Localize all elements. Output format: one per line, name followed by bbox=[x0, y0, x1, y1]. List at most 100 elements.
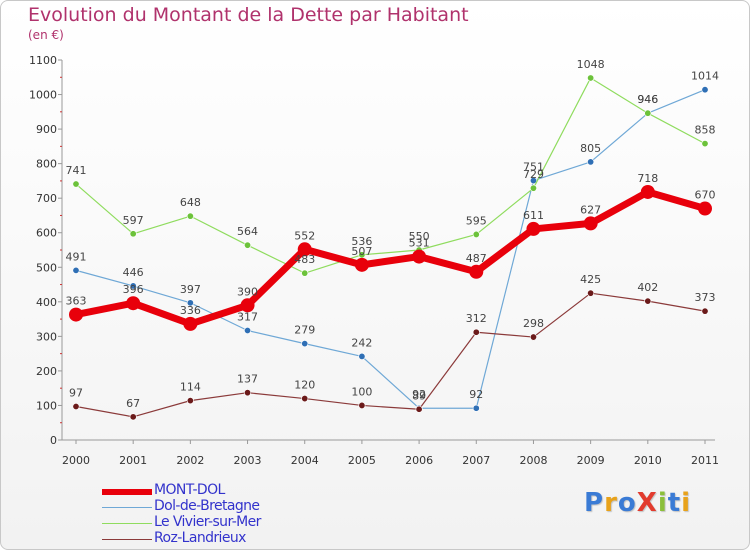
data-label-2: 741 bbox=[66, 164, 87, 177]
legend-label: Dol-de-Bretagne bbox=[154, 498, 260, 514]
x-tick-label: 2011 bbox=[691, 454, 719, 467]
data-label-1: 751 bbox=[523, 161, 544, 174]
data-label-0: 487 bbox=[466, 252, 487, 265]
series-point-3 bbox=[415, 405, 423, 413]
series-point-3 bbox=[529, 333, 537, 341]
x-tick-label: 2006 bbox=[405, 454, 433, 467]
brand-letter: t bbox=[667, 488, 682, 518]
y-tick-label: 600 bbox=[36, 227, 57, 240]
data-label-3: 89 bbox=[412, 389, 426, 402]
data-label-2: 550 bbox=[409, 230, 430, 243]
series-point-1 bbox=[587, 158, 595, 166]
x-tick-label: 2007 bbox=[462, 454, 490, 467]
data-label-3: 67 bbox=[126, 397, 140, 410]
series-point-2 bbox=[72, 180, 80, 188]
x-tick-label: 2000 bbox=[62, 454, 90, 467]
data-label-2: 729 bbox=[523, 168, 544, 181]
series-point-0 bbox=[240, 298, 255, 313]
legend-swatch-mont-dol bbox=[102, 489, 152, 495]
data-label-1: 1014 bbox=[691, 70, 719, 83]
series-point-0 bbox=[69, 307, 83, 322]
series-point-2 bbox=[701, 140, 709, 148]
x-tick-label: 2003 bbox=[234, 454, 262, 467]
y-tick-label: 300 bbox=[36, 330, 57, 343]
series-line-3 bbox=[75, 292, 706, 418]
series-point-0 bbox=[526, 221, 541, 236]
series-point-2 bbox=[529, 184, 537, 192]
data-label-3: 137 bbox=[237, 373, 258, 386]
series-line-2 bbox=[75, 77, 706, 274]
series-point-3 bbox=[244, 389, 252, 397]
legend-swatch-dol-de-bretagne bbox=[102, 507, 152, 508]
data-label-0: 396 bbox=[123, 283, 144, 296]
series-point-0 bbox=[297, 242, 312, 257]
data-label-3: 298 bbox=[523, 317, 544, 330]
series-point-1 bbox=[529, 177, 537, 185]
series-point-0 bbox=[640, 184, 655, 199]
data-label-1: 491 bbox=[66, 250, 87, 263]
x-tick-label: 2010 bbox=[634, 454, 662, 467]
legend-label: Roz-Landrieux bbox=[154, 530, 246, 546]
data-label-3: 312 bbox=[466, 312, 487, 325]
data-label-2: 946 bbox=[637, 93, 658, 106]
data-label-0: 390 bbox=[237, 285, 258, 298]
data-label-2: 595 bbox=[466, 214, 487, 227]
data-label-2: 858 bbox=[695, 124, 716, 137]
x-tick-label: 2005 bbox=[348, 454, 376, 467]
data-label-3: 373 bbox=[695, 291, 716, 304]
y-tick-label: 100 bbox=[36, 399, 57, 412]
series-point-0 bbox=[583, 216, 598, 231]
series-point-1 bbox=[301, 340, 309, 348]
legend-label: Le Vivier-sur-Mer bbox=[154, 514, 261, 530]
series-point-3 bbox=[644, 297, 652, 305]
series-point-0 bbox=[183, 316, 198, 331]
data-label-2: 1048 bbox=[577, 58, 605, 71]
series-line-0 bbox=[72, 188, 709, 328]
y-tick-label: 0 bbox=[50, 434, 57, 447]
data-label-2: 483 bbox=[294, 253, 315, 266]
data-label-1: 92 bbox=[412, 388, 426, 401]
series-point-2 bbox=[587, 74, 595, 82]
brand-logo: ProXiti bbox=[584, 488, 691, 518]
series-point-3 bbox=[72, 402, 80, 410]
data-label-1: 397 bbox=[180, 283, 201, 296]
series-point-0 bbox=[354, 257, 369, 272]
series-point-0 bbox=[412, 249, 427, 264]
data-label-0: 507 bbox=[351, 245, 372, 258]
brand-letter: i bbox=[657, 488, 668, 518]
series-point-1 bbox=[472, 404, 480, 412]
series-point-1 bbox=[186, 299, 194, 307]
series-point-1 bbox=[701, 86, 709, 94]
series-point-3 bbox=[301, 395, 309, 403]
data-label-2: 648 bbox=[180, 196, 201, 209]
x-tick-label: 2002 bbox=[176, 454, 204, 467]
x-tick-label: 2004 bbox=[291, 454, 319, 467]
series-point-1 bbox=[129, 282, 137, 290]
series-point-3 bbox=[129, 413, 137, 421]
legend-label: MONT-DOL bbox=[154, 482, 225, 498]
data-label-3: 114 bbox=[180, 381, 201, 394]
series-line-1 bbox=[75, 89, 706, 409]
data-label-2: 564 bbox=[237, 225, 258, 238]
data-label-1: 279 bbox=[294, 324, 315, 337]
series-point-0 bbox=[469, 264, 484, 279]
series-point-3 bbox=[472, 328, 480, 336]
x-tick-label: 2001 bbox=[119, 454, 147, 467]
series-point-1 bbox=[72, 266, 80, 274]
series-point-2 bbox=[301, 269, 309, 277]
chart-subtitle: (en €) bbox=[28, 28, 64, 42]
data-label-3: 97 bbox=[69, 386, 83, 399]
data-label-3: 402 bbox=[637, 281, 658, 294]
y-tick-label: 900 bbox=[36, 123, 57, 136]
y-tick-label: 1100 bbox=[29, 54, 57, 67]
data-label-1: 805 bbox=[580, 142, 601, 155]
chart-title: Evolution du Montant de la Dette par Hab… bbox=[28, 4, 469, 26]
legend-swatch-roz-landrieux bbox=[102, 539, 152, 540]
y-tick-label: 1000 bbox=[29, 89, 57, 102]
data-label-0: 718 bbox=[637, 172, 658, 185]
series-point-2 bbox=[129, 230, 137, 238]
data-label-1: 946 bbox=[637, 93, 658, 106]
y-tick-label: 700 bbox=[36, 192, 57, 205]
